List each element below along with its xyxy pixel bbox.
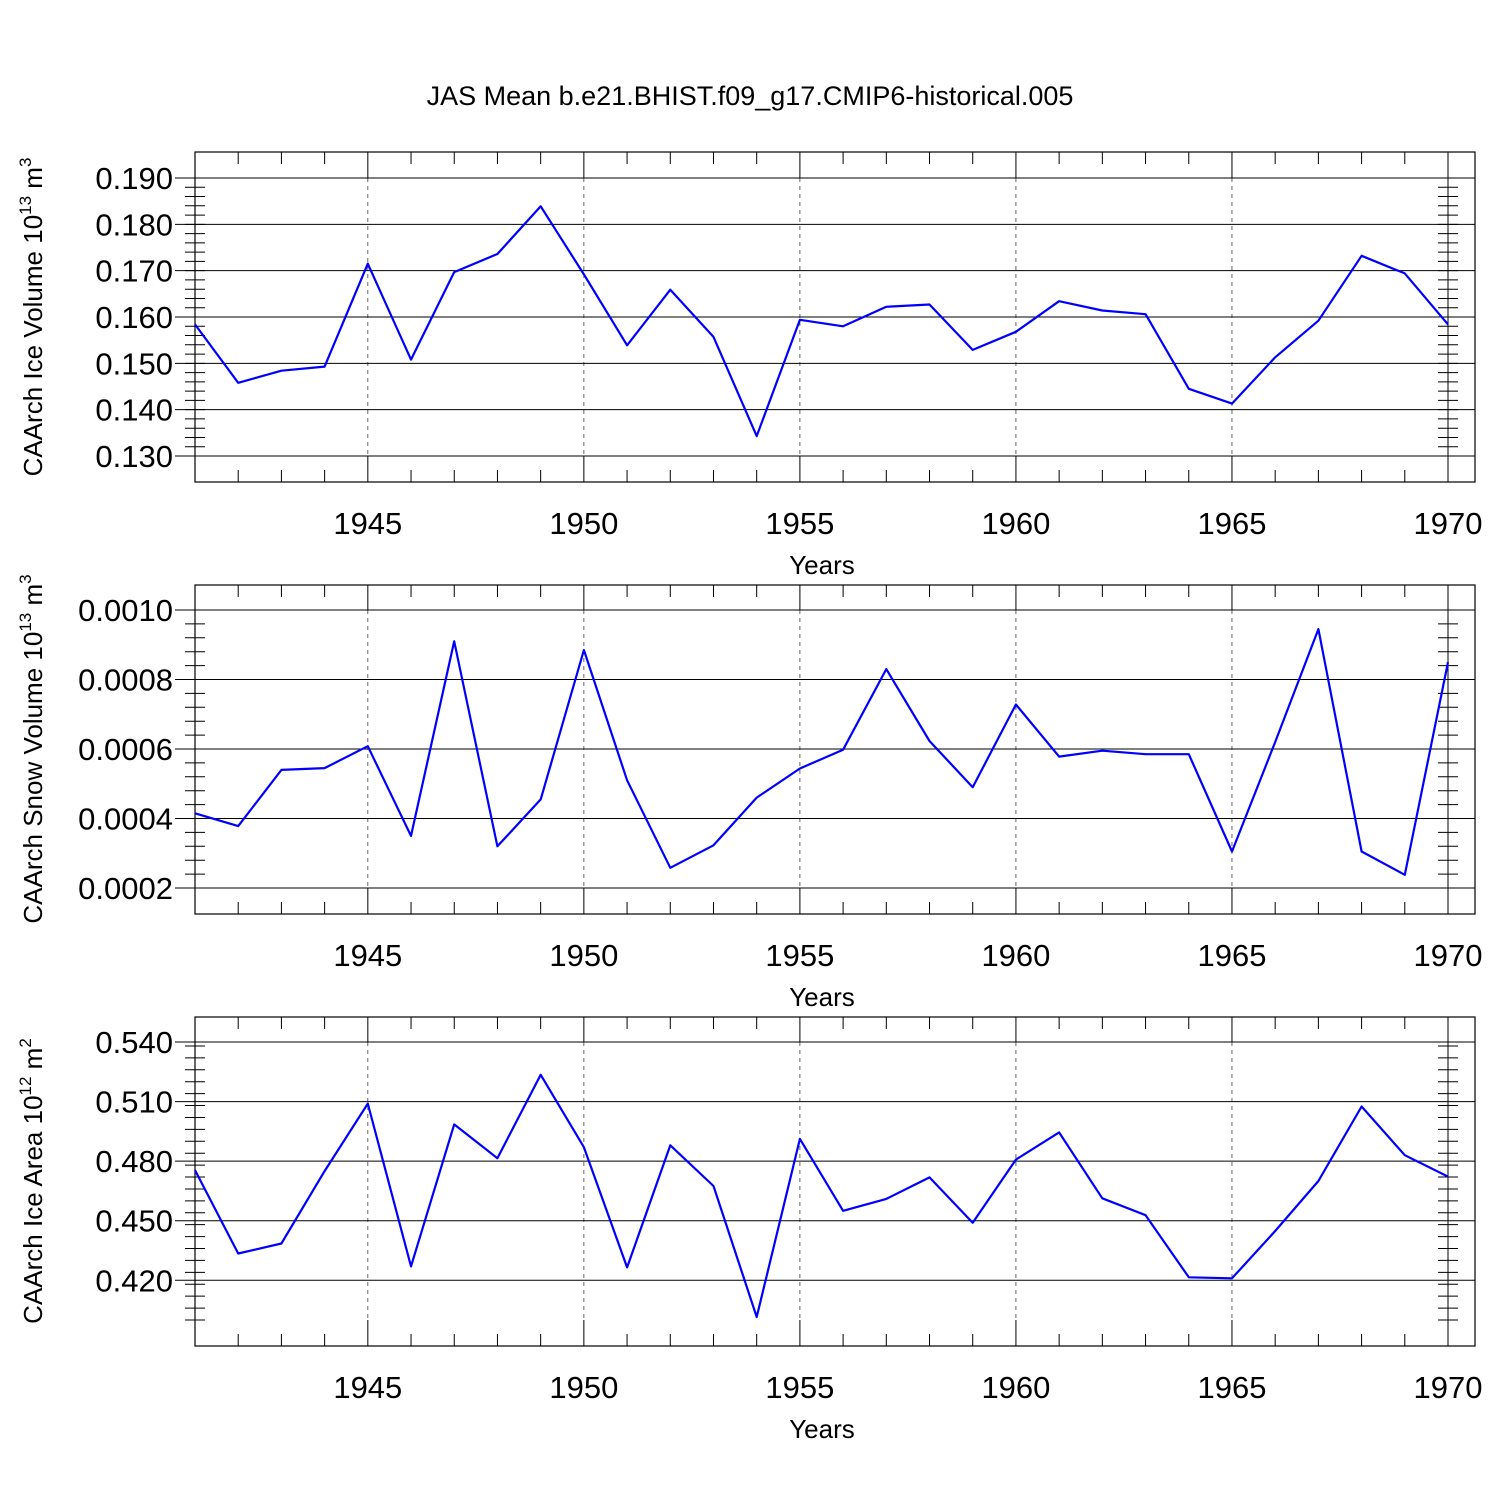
x-tick-label: 1950 — [549, 1370, 618, 1405]
y-tick-label: 0.180 — [95, 207, 173, 242]
x-axis-label: Years — [789, 550, 855, 580]
y-axis-label: CAArch Ice Area 1012 m2 — [16, 1038, 48, 1324]
x-tick-label: 1955 — [765, 938, 834, 973]
y-label-unit: m — [18, 584, 48, 613]
x-tick-label: 1970 — [1414, 506, 1483, 541]
series-line — [194, 1073, 1449, 1319]
x-tick-label: 1965 — [1197, 506, 1266, 541]
y-axis-label: CAArch Snow Volume 1013 m3 — [16, 574, 48, 923]
y-tick-label: 0.540 — [95, 1025, 173, 1060]
y-tick-label: 0.0008 — [78, 663, 173, 698]
y-label-unit-exponent: 3 — [16, 158, 35, 167]
x-tick-label: 1955 — [765, 506, 834, 541]
y-label-unit: m — [18, 1048, 48, 1077]
panels: 0.130 0.140 0.150 0.160 0.170 0.180 0.190 1945 1… — [16, 151, 1483, 1444]
y-label-main: CAArch Snow Volume 10 — [18, 632, 48, 924]
x-tick-label: 1960 — [981, 938, 1050, 973]
panel-1: 0.130 0.140 0.150 0.160 0.170 0.180 0.190 1945 1… — [16, 151, 1483, 580]
y-tick-label: 0.190 — [95, 161, 173, 196]
plot-frame — [194, 1016, 1476, 1347]
y-label-exponent: 13 — [16, 613, 35, 632]
y-label-main: CAArch Ice Area 10 — [18, 1095, 48, 1323]
panel-2: 0.0002 0.0004 0.0006 0.0008 0.0010 1945 1950 19… — [16, 574, 1482, 1012]
y-tick-label: 0.0010 — [78, 593, 173, 628]
y-tick-label: 0.170 — [95, 254, 173, 289]
y-label-exponent: 13 — [16, 196, 35, 215]
y-tick-label: 0.130 — [95, 439, 173, 474]
x-tick-label: 1945 — [333, 506, 402, 541]
y-tick-label: 0.510 — [95, 1085, 173, 1120]
x-tick-label: 1945 — [333, 938, 402, 973]
y-label-main: CAArch Ice Volume 10 — [18, 215, 48, 477]
series-line — [194, 627, 1450, 876]
x-tick-label: 1960 — [981, 506, 1050, 541]
x-tick-label: 1965 — [1197, 1370, 1266, 1405]
y-axis-label: CAArch Ice Volume 1013 m3 — [16, 158, 48, 477]
x-tick-label: 1945 — [333, 1370, 402, 1405]
y-tick-label: 0.0004 — [78, 802, 173, 837]
x-tick-label: 1950 — [549, 506, 618, 541]
y-tick-label: 0.160 — [95, 300, 173, 335]
y-tick-label: 0.140 — [95, 393, 173, 428]
x-axis-label: Years — [789, 1414, 855, 1444]
y-tick-label: 0.150 — [95, 346, 173, 381]
y-tick-label: 0.450 — [95, 1204, 173, 1239]
series-line — [194, 205, 1449, 438]
y-label-unit: m — [18, 167, 48, 196]
x-tick-label: 1970 — [1414, 1370, 1483, 1405]
x-tick-label: 1960 — [981, 1370, 1050, 1405]
x-tick-label: 1970 — [1414, 938, 1483, 973]
y-tick-label: 0.480 — [95, 1144, 173, 1179]
x-tick-label: 1950 — [549, 938, 618, 973]
figure-title: JAS Mean b.e21.BHIST.f09_g17.CMIP6-histo… — [427, 81, 1074, 111]
y-tick-label: 0.420 — [95, 1263, 173, 1298]
x-axis-label: Years — [789, 982, 855, 1012]
y-label-unit-exponent: 2 — [16, 1038, 35, 1047]
y-label-exponent: 12 — [16, 1077, 35, 1096]
y-tick-label: 0.0006 — [78, 732, 173, 767]
x-tick-label: 1965 — [1197, 938, 1266, 973]
y-label-unit-exponent: 3 — [16, 574, 35, 583]
panel-3: 0.420 0.450 0.480 0.510 0.540 1945 1950 1955 196… — [16, 1016, 1483, 1444]
x-tick-label: 1955 — [765, 1370, 834, 1405]
y-tick-label: 0.0002 — [78, 871, 173, 906]
